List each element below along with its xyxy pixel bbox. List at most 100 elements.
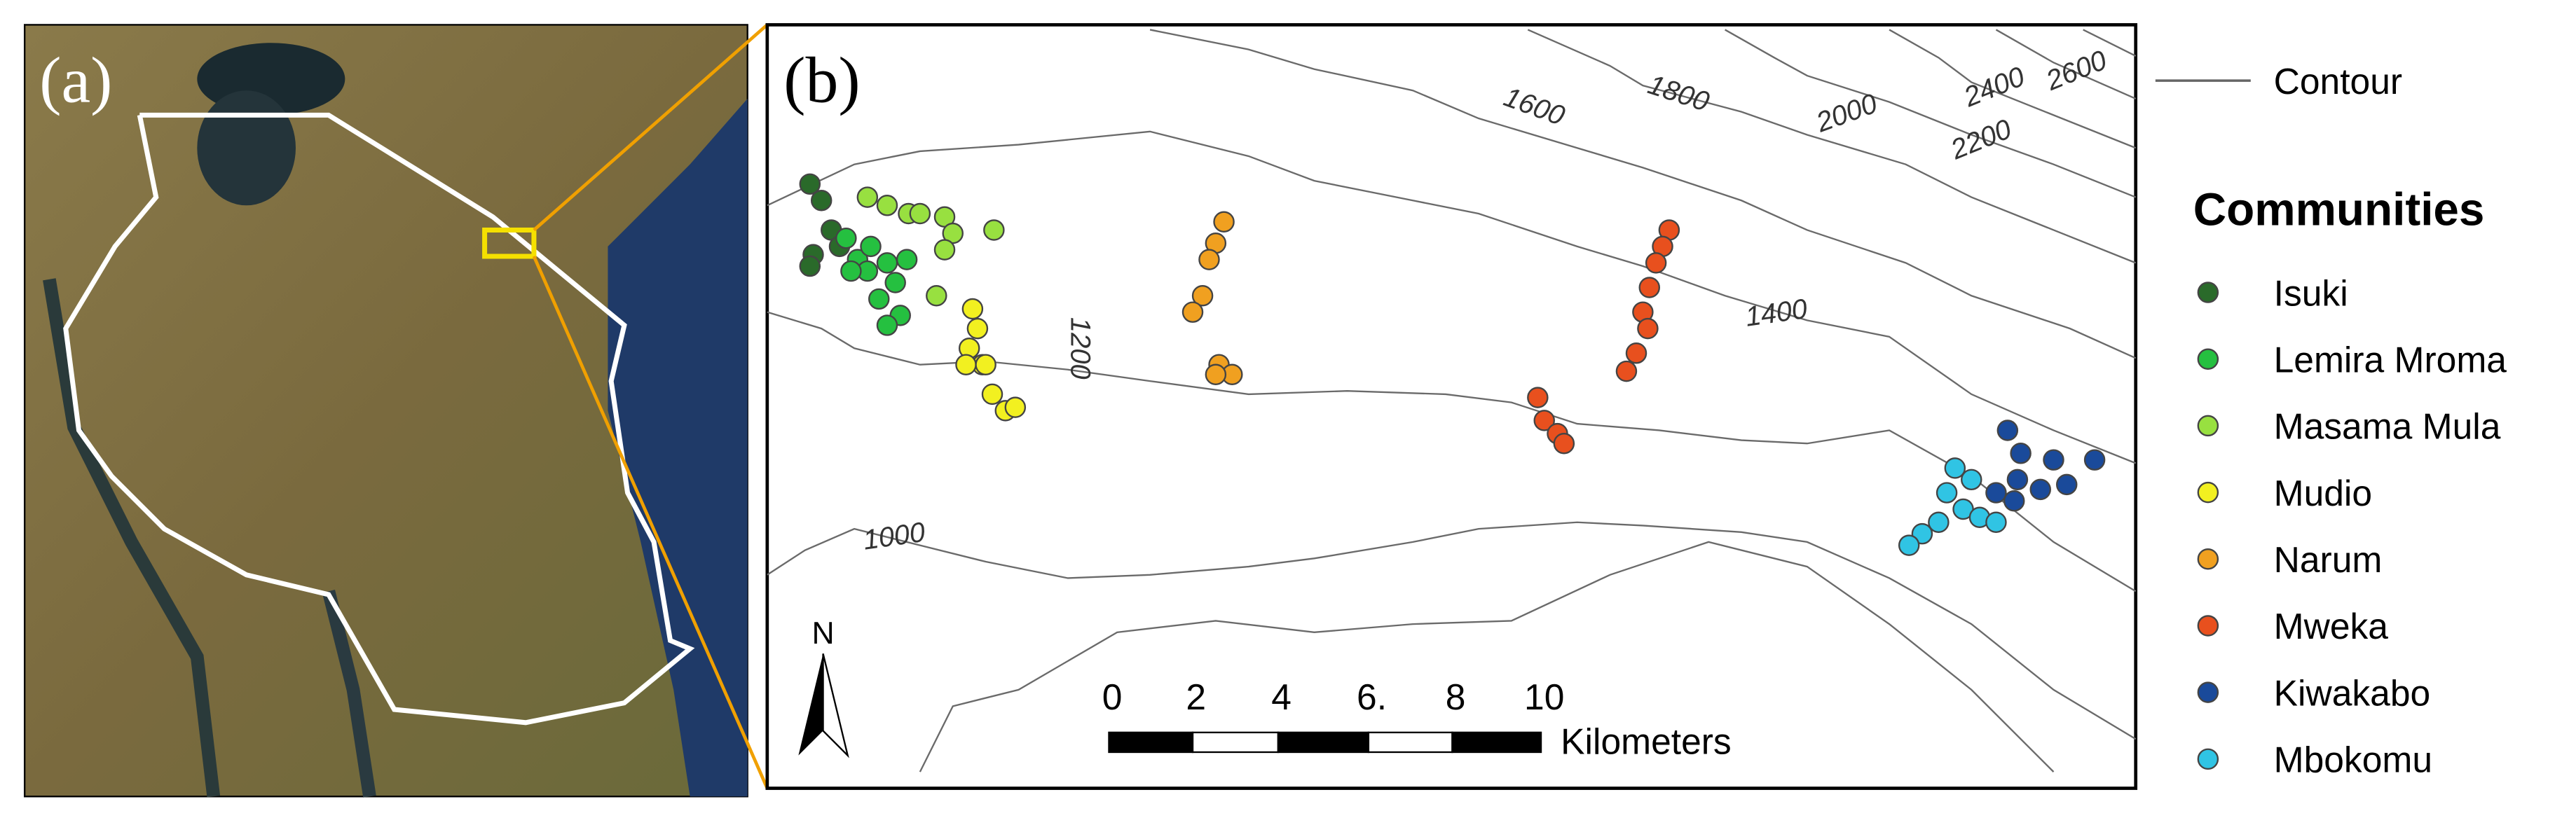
legend-marker — [2197, 681, 2219, 703]
site-dot — [876, 195, 898, 216]
lake — [43, 278, 221, 798]
site-dot — [1996, 420, 2019, 441]
lake — [197, 90, 296, 206]
contour-line — [1889, 29, 2137, 149]
site-dot — [1985, 482, 2007, 504]
site-dot — [799, 173, 821, 195]
scale-label: 10 — [1524, 677, 1564, 717]
site-dot — [1898, 534, 1920, 556]
site-dot — [1936, 482, 1958, 504]
site-dot — [856, 186, 879, 208]
site-dot — [896, 249, 918, 270]
legend-marker — [2197, 481, 2219, 504]
panel-label: (b) — [783, 44, 860, 117]
site-dot — [981, 383, 1003, 405]
site-dot — [1961, 469, 1982, 491]
country-border — [63, 112, 695, 726]
legend-marker — [2197, 548, 2219, 570]
contour-line — [1995, 29, 2137, 99]
site-dot — [966, 317, 989, 340]
site-dot — [933, 239, 956, 261]
legend-label: Mweka — [2274, 606, 2389, 646]
site-dot — [926, 284, 947, 307]
contour-line — [767, 311, 2137, 592]
site-dot — [983, 219, 1005, 241]
legend-marker — [2197, 282, 2219, 303]
site-dot — [840, 260, 862, 282]
scale-label: 4 — [1271, 677, 1292, 717]
site-dot — [1527, 387, 1549, 408]
site-dot — [868, 288, 890, 310]
site-dot — [884, 272, 906, 293]
legend-title: Communities — [2193, 183, 2485, 235]
site-dot — [1004, 396, 1027, 418]
site-dot — [835, 227, 857, 249]
site-dot — [1944, 457, 1966, 479]
legend-label: Isuki — [2274, 272, 2348, 313]
scale-label: 6. — [1357, 677, 1387, 717]
site-dot — [1191, 284, 1214, 307]
scale-segment — [1191, 731, 1280, 754]
site-dot — [2006, 469, 2029, 491]
site-dot — [961, 298, 984, 320]
legend-contour-label: Contour — [2274, 61, 2402, 102]
contour-line — [767, 130, 2137, 464]
legend: Contour Communities Isuki Lemira Mroma Mas… — [2155, 61, 2507, 780]
panel-a: (a) — [23, 24, 748, 798]
scale-segment — [1277, 731, 1370, 754]
site-dot — [876, 314, 898, 336]
site-dot — [2029, 478, 2051, 501]
legend-label: Kiwakabo — [2274, 672, 2431, 713]
contour-line — [2083, 29, 2137, 57]
zoom-line — [533, 23, 769, 232]
site-dot — [909, 202, 931, 225]
contour-line — [1149, 29, 2137, 359]
site-dot — [975, 354, 996, 375]
site-dot — [2083, 449, 2106, 471]
site-dot — [2003, 490, 2025, 512]
contour-label: 1200 — [1065, 317, 1096, 380]
site-dot — [1645, 252, 1667, 274]
scale-label: 2 — [1186, 677, 1206, 717]
site-dot — [876, 252, 898, 274]
site-dot — [1928, 511, 1950, 534]
contour-line — [767, 521, 2137, 740]
site-dot — [1637, 317, 1659, 340]
legend-label: Narum — [2274, 539, 2383, 580]
site-dot — [2043, 449, 2064, 471]
contour-line — [919, 541, 2055, 772]
zoom-line — [532, 256, 769, 789]
site-dot — [955, 354, 977, 375]
scale-unit: Kilometers — [1561, 721, 1732, 761]
site-dot — [810, 190, 833, 212]
lake — [322, 589, 376, 798]
scale-label: 8 — [1446, 677, 1466, 717]
site-dot — [1181, 301, 1204, 323]
site-dot — [1615, 360, 1638, 382]
legend-label: Mbokomu — [2274, 740, 2432, 780]
site-dot — [1533, 410, 1555, 431]
site-dot — [1625, 342, 1647, 364]
site-dot — [860, 235, 882, 258]
legend-label: Masama Mula — [2274, 406, 2501, 447]
north-label: N — [811, 616, 834, 651]
contour-line — [1527, 29, 2137, 264]
study-area-box — [482, 227, 537, 259]
ocean — [608, 98, 748, 797]
scale-segment — [1367, 731, 1453, 754]
legend-marker — [2197, 348, 2219, 370]
map-frame — [765, 23, 2138, 790]
site-dot — [1213, 211, 1235, 233]
north-arrow — [822, 653, 849, 758]
scale-segment — [1451, 731, 1542, 754]
site-dot — [799, 255, 821, 277]
contour-line — [1725, 29, 2137, 198]
scale-segment — [1108, 731, 1194, 754]
panel-label: (a) — [39, 44, 112, 117]
scale-label: 0 — [1102, 677, 1123, 717]
site-dot — [2010, 443, 2032, 464]
site-dot — [2056, 473, 2078, 496]
